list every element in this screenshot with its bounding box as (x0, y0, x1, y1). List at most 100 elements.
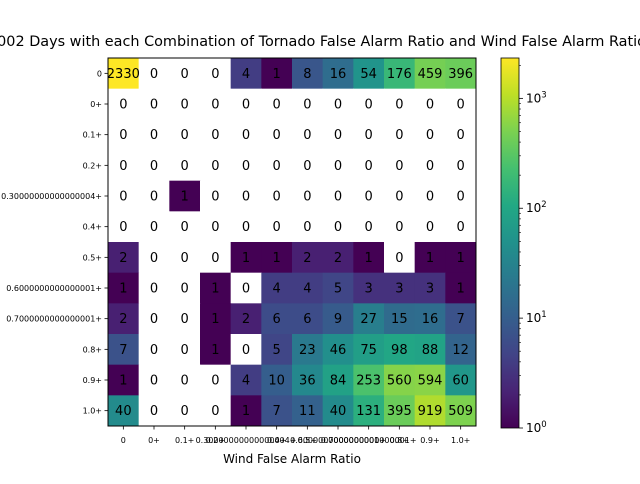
cell-value-label: 0 (181, 374, 189, 389)
heatmap-cell (200, 395, 232, 427)
heatmap-cell (200, 58, 232, 90)
cell-value-label: 0 (119, 190, 127, 205)
cell-value-label: 0 (150, 67, 158, 82)
cell-value-label: 0 (211, 159, 219, 174)
cell-value-label: 4 (242, 374, 250, 389)
cell-value-label: 0 (365, 220, 373, 235)
cell-value-label: 0 (211, 220, 219, 235)
cell-value-label: 54 (360, 67, 377, 82)
cell-value-label: 1 (457, 282, 465, 297)
colorbar-gradient (500, 57, 520, 429)
heatmap-cell (353, 211, 385, 243)
heatmap-cell (445, 150, 477, 182)
cell-value-label: 9 (334, 312, 342, 327)
cell-value-label: 1 (273, 67, 281, 82)
cell-value-label: 0 (395, 190, 403, 205)
heatmap-cell (108, 364, 140, 396)
heatmap-cell (384, 242, 416, 274)
cell-value-label: 0 (242, 128, 250, 143)
heatmap-cell (200, 364, 232, 396)
cell-value-label: 0 (242, 282, 250, 297)
heatmap-cell (322, 58, 354, 90)
y-tick-label: 0.7000000000000001+ (6, 315, 102, 324)
cell-value-label: 60 (452, 374, 469, 389)
cell-value-label: 0 (150, 220, 158, 235)
heatmap-cell (108, 150, 140, 182)
cell-value-label: 0 (426, 128, 434, 143)
heatmap-cell (322, 272, 354, 304)
y-tick-label: 0.1+ (83, 131, 102, 140)
y-tick-label: 0 (97, 69, 102, 78)
heatmap-cell (414, 180, 446, 212)
heatmap-cell (138, 180, 170, 212)
heatmap-cell (169, 334, 201, 366)
heatmap-cell (169, 58, 201, 90)
cell-value-label: 2 (119, 251, 127, 266)
heatmap-cell (292, 150, 324, 182)
cell-value-label: 8 (303, 67, 311, 82)
heatmap-cell (200, 88, 232, 120)
x-tick-label: 0.9+ (420, 436, 439, 445)
cell-value-label: 23 (299, 343, 316, 358)
cell-value-label: 1 (426, 251, 434, 266)
cell-value-label: 12 (452, 343, 469, 358)
heatmap-cell (230, 150, 262, 182)
cell-value-label: 0 (457, 98, 465, 113)
heatmap-cell (384, 211, 416, 243)
title-clip: 2002 Days with each Combination of Torna… (0, 0, 640, 60)
cell-value-label: 7 (119, 343, 127, 358)
heatmap-cell (200, 303, 232, 335)
cell-value-label: 0 (273, 220, 281, 235)
cell-value-label: 0 (150, 343, 158, 358)
heatmap-cell (169, 303, 201, 335)
cell-value-label: 0 (150, 282, 158, 297)
cell-value-label: 0 (303, 190, 311, 205)
heatmap-cell (292, 395, 324, 427)
cell-value-label: 0 (457, 159, 465, 174)
heatmap-cell (261, 303, 293, 335)
cell-value-label: 0 (150, 159, 158, 174)
cell-value-label: 0 (273, 190, 281, 205)
heatmap-cell (261, 88, 293, 120)
heatmap-cell (108, 211, 140, 243)
heatmap-cells (108, 58, 477, 427)
x-tick-label: 1.0+ (451, 436, 470, 445)
heatmap-cell (261, 272, 293, 304)
cell-value-label: 0 (181, 128, 189, 143)
cell-value-label: 46 (330, 343, 347, 358)
cell-value-label: 560 (387, 374, 412, 389)
cell-value-label: 0 (211, 251, 219, 266)
cell-value-label: 0 (119, 159, 127, 174)
cell-value-label: 1 (211, 343, 219, 358)
cell-value-label: 3 (365, 282, 373, 297)
cell-value-label: 1 (181, 190, 189, 205)
cell-value-label: 4 (303, 282, 311, 297)
heatmap-cell (138, 88, 170, 120)
cell-value-label: 0 (150, 251, 158, 266)
cell-value-label: 0 (181, 251, 189, 266)
cell-value-label: 1 (365, 251, 373, 266)
heatmap-cell (261, 211, 293, 243)
cell-value-label: 0 (395, 159, 403, 174)
cell-value-label: 27 (360, 312, 377, 327)
cell-value-label: 0 (242, 98, 250, 113)
x-tick-label: 0.7000000000000001+ (321, 436, 417, 445)
cell-value-label: 6 (303, 312, 311, 327)
cell-value-label: 0 (119, 128, 127, 143)
heatmap-cell (292, 242, 324, 274)
heatmap-cell (353, 395, 385, 427)
heatmap-cell (445, 58, 477, 90)
cell-value-label: 0 (303, 128, 311, 143)
cell-value-label: 6 (273, 312, 281, 327)
cell-value-label: 1 (211, 312, 219, 327)
chart-title-text: 2002 Days with each Combination of Torna… (0, 34, 640, 50)
colorbar-tick-label: 103 (526, 90, 547, 105)
cell-value-label: 1 (119, 374, 127, 389)
heatmap-cell (292, 58, 324, 90)
heatmap-cell (322, 334, 354, 366)
heatmap-cell (322, 180, 354, 212)
cell-value-label: 0 (211, 190, 219, 205)
colorbar-tick-label: 100 (526, 420, 547, 435)
x-tick-label: 0.6000000000000001+ (290, 436, 386, 445)
